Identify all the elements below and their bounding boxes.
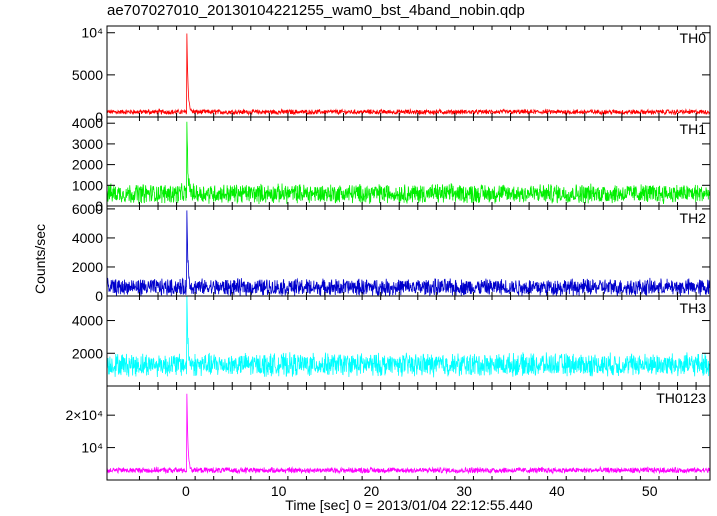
y-tick-label: 5000 — [72, 67, 103, 83]
y-tick-label: 0 — [95, 288, 103, 304]
y-tick-label: 6000 — [72, 201, 103, 217]
x-axis-label: Time [sec] 0 = 2013/01/04 22:12:55.440 — [285, 497, 533, 513]
y-tick-label: 2000 — [72, 157, 103, 173]
series-line-th0123 — [107, 393, 710, 475]
series-label-th0: TH0 — [680, 30, 707, 46]
series-line-th0 — [107, 33, 710, 116]
panel-frame-th0 — [106, 25, 711, 118]
panel-frame-th0123 — [106, 385, 711, 481]
series-label-th3: TH3 — [680, 300, 707, 316]
y-axis-label: Counts/sec — [32, 223, 48, 295]
x-tick-label: 20 — [364, 483, 380, 499]
y-tick-label: 10⁴ — [81, 440, 103, 456]
x-tick-label: 10 — [271, 483, 287, 499]
y-tick-label: 2000 — [72, 259, 103, 275]
y-tick-label: 1000 — [72, 177, 103, 193]
series-line-th2 — [107, 210, 710, 296]
series-label-th2: TH2 — [680, 210, 707, 226]
series-line-th1 — [107, 121, 710, 205]
series-label-th0123: TH0123 — [656, 390, 706, 406]
panel-frame-th3 — [106, 295, 711, 387]
chart-title: ae707027010_20130104221255_wam0_bst_4ban… — [107, 2, 525, 19]
y-tick-label: 4000 — [72, 230, 103, 246]
series-line-th3 — [107, 296, 710, 378]
y-tick-label: 2×10⁴ — [65, 407, 103, 423]
y-tick-label: 2000 — [72, 345, 103, 361]
y-tick-label: 0 — [95, 198, 103, 214]
y-tick-label: 10⁴ — [81, 25, 103, 41]
series-label-th1: TH1 — [680, 121, 707, 137]
x-tick-label: 50 — [642, 483, 658, 499]
x-tick-label: 40 — [549, 483, 565, 499]
y-tick-label: 4000 — [72, 115, 103, 131]
y-tick-label: 3000 — [72, 136, 103, 152]
y-tick-label: 4000 — [72, 313, 103, 329]
x-tick-label: 30 — [456, 483, 472, 499]
y-tick-label: 0 — [95, 109, 103, 125]
x-tick-label: 0 — [182, 483, 190, 499]
